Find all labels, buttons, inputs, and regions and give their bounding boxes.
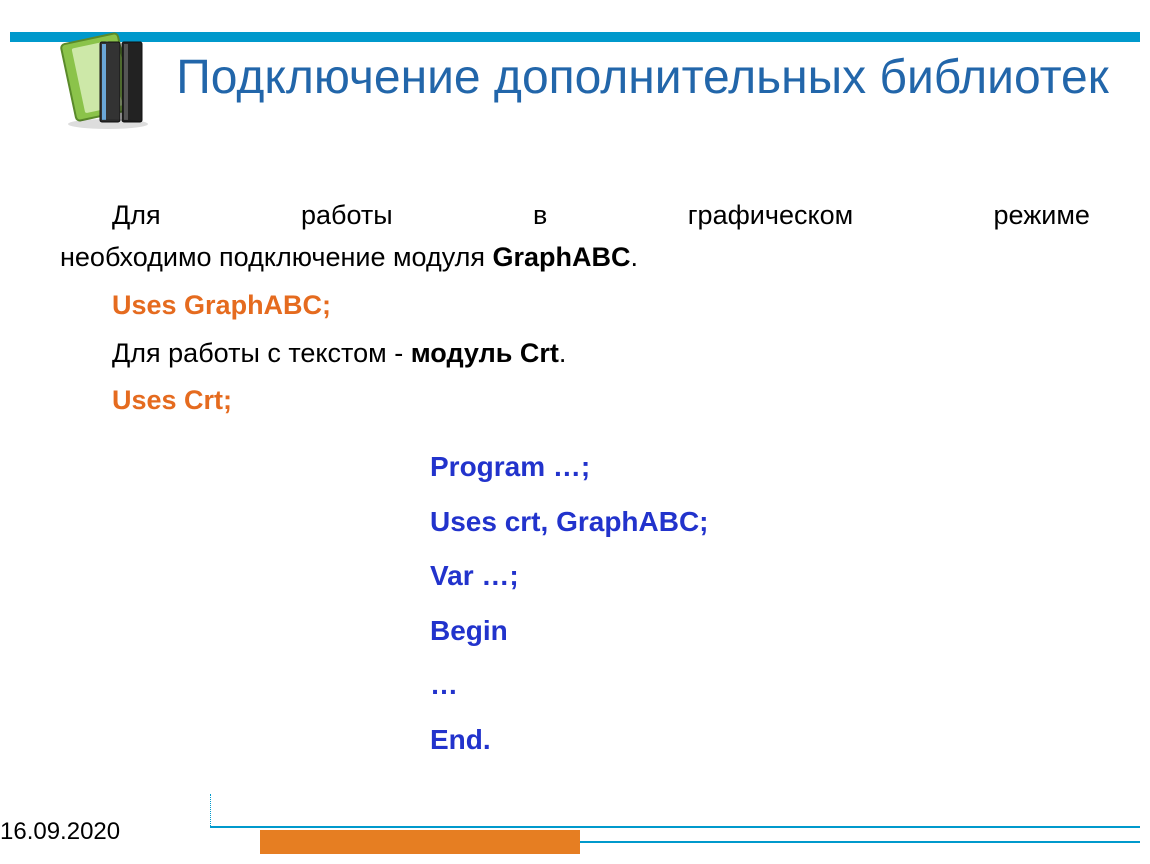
uses-graphabc: Uses GraphABC; <box>112 285 1090 327</box>
books-icon <box>48 20 158 130</box>
word: режиме <box>994 195 1090 237</box>
text: . <box>559 338 567 368</box>
word: в <box>533 195 547 237</box>
top-accent-bar <box>10 32 1140 42</box>
code-block: Program …; Uses crt, GraphABC; Var …; Be… <box>430 440 709 768</box>
paragraph-line-3: Для работы с текстом - модуль Crt. <box>112 333 1090 375</box>
bottom-bar-orange <box>260 830 580 854</box>
text: необходимо подключение модуля <box>60 242 493 272</box>
bottom-bar <box>210 826 1140 854</box>
text: Для работы с текстом - <box>112 338 411 368</box>
body-text: Для работы в графическом режиме необходи… <box>60 195 1090 422</box>
text: . <box>631 242 639 272</box>
bottom-bar-line <box>580 841 1140 843</box>
paragraph-line-2: необходимо подключение модуля GraphABC. <box>60 237 1090 279</box>
code-line: Begin <box>430 604 709 659</box>
footer-date: 16.09.2020 <box>0 818 120 846</box>
word: работы <box>301 195 393 237</box>
slide-title: Подключение дополнительных библиотек <box>175 50 1110 105</box>
code-line: Program …; <box>430 440 709 495</box>
uses-crt: Uses Crt; <box>112 380 1090 422</box>
module-name: GraphABC <box>493 242 631 272</box>
paragraph-line-1: Для работы в графическом режиме <box>60 195 1090 237</box>
code-line: Var …; <box>430 549 709 604</box>
code-line: Uses crt, GraphABC; <box>430 495 709 550</box>
code-line: End. <box>430 713 709 768</box>
word: Для <box>112 195 161 237</box>
module-crt: модуль Crt <box>411 338 559 368</box>
word: графическом <box>688 195 853 237</box>
code-line: … <box>430 658 709 713</box>
